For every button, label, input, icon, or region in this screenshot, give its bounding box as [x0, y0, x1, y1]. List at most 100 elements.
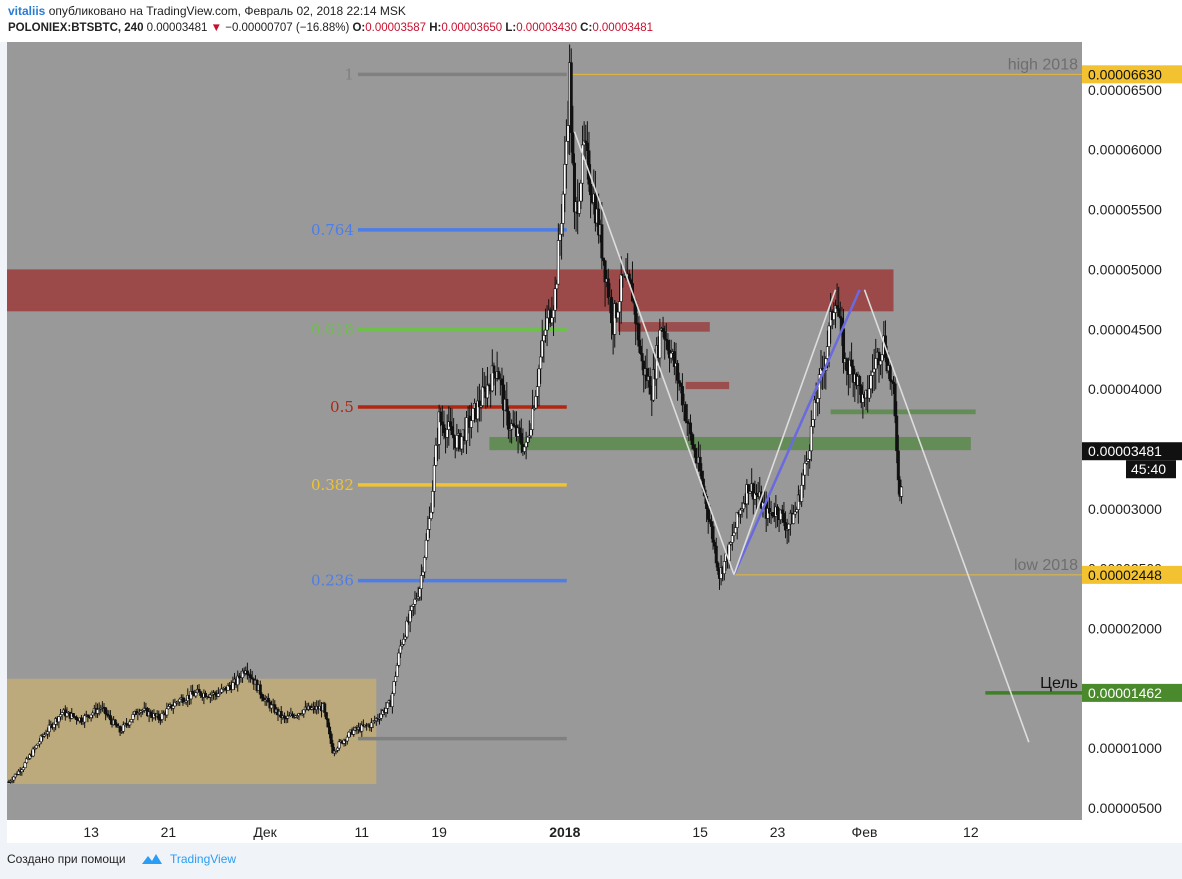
candle-body — [738, 509, 742, 515]
candle-body — [637, 323, 641, 347]
candle-body — [808, 450, 812, 460]
price-tick-label: 0.00003000 — [1088, 501, 1162, 517]
candle-body — [589, 183, 593, 196]
candle-body — [128, 721, 132, 726]
candle-body — [345, 736, 349, 742]
candle-body — [397, 652, 401, 666]
candle-body — [600, 224, 604, 259]
candle-body — [716, 562, 720, 571]
candle-body — [693, 448, 697, 458]
symbol-label[interactable]: POLONIEX:BTSBTC, 240 — [8, 22, 144, 34]
candle-body — [811, 419, 815, 427]
candles — [7, 44, 904, 784]
candle-body — [52, 723, 56, 728]
trend-line[interactable] — [863, 289, 1030, 743]
current-price-label: 0.00003481 — [1088, 443, 1162, 459]
candle-body — [639, 345, 643, 354]
fib-level-label: 0.5 — [330, 398, 354, 416]
candle-body — [688, 422, 692, 435]
candle-body — [524, 441, 528, 448]
candle-body — [648, 376, 652, 395]
time-tick-label: 15 — [692, 824, 708, 840]
price-tag-label: 0.00006630 — [1088, 66, 1162, 82]
candle-body — [800, 484, 804, 502]
candle-body — [676, 363, 680, 381]
candle-body — [601, 257, 605, 262]
candle-body — [423, 557, 427, 573]
candle-body — [194, 692, 198, 697]
author-link[interactable]: vitaliis — [8, 4, 46, 18]
candle-body — [402, 638, 406, 645]
time-tick-label: 12 — [963, 824, 979, 840]
price-tag — [1082, 683, 1182, 702]
price-tick-label: 0.00006500 — [1088, 82, 1162, 98]
candle-body — [706, 508, 710, 520]
candle-body — [250, 677, 254, 680]
candle-body — [157, 713, 161, 720]
horizontal-level-label: low 2018 — [1014, 557, 1078, 574]
time-tick-label: Фев — [852, 824, 878, 840]
candle-body — [386, 702, 390, 709]
candle-body — [874, 358, 878, 370]
candle-body — [258, 684, 262, 695]
price-chart[interactable]: 1 0.764 0.618 0.5 0.382 0.236 high 2018 low 201… — [0, 0, 1182, 843]
candle-body — [166, 706, 170, 710]
candle-body — [542, 335, 546, 342]
trend-line[interactable] — [733, 289, 837, 575]
candle-body — [735, 512, 739, 528]
support-zone — [489, 436, 971, 451]
tradingview-link[interactable]: TradingView — [170, 852, 237, 866]
horizontal-level-label: high 2018 — [1008, 56, 1078, 73]
resistance-zone — [685, 381, 730, 390]
candle-body — [531, 408, 535, 430]
candle-body — [880, 354, 884, 362]
candle-body — [485, 384, 489, 399]
candle-body — [481, 386, 485, 406]
trend-line[interactable] — [573, 131, 735, 575]
candle-body — [442, 424, 446, 434]
high-value: 0.00003650 — [441, 22, 503, 34]
candle-body — [784, 522, 788, 531]
candle-body — [260, 693, 264, 699]
candle-body — [581, 144, 585, 184]
candle-body — [46, 731, 50, 735]
candle-body — [552, 309, 556, 318]
candle-body — [129, 719, 133, 723]
candle-body — [199, 691, 203, 696]
tradingview-cloud-icon[interactable] — [140, 852, 164, 866]
candle-body — [450, 426, 454, 436]
candle-body — [392, 681, 396, 694]
candle-body — [869, 375, 873, 390]
candle-body — [204, 692, 208, 698]
candle-body — [57, 716, 61, 723]
trend-line[interactable] — [732, 289, 861, 576]
horizontal-level-label: Цель — [1040, 675, 1078, 692]
candle-body — [410, 606, 414, 611]
candle-body — [38, 741, 42, 745]
price-tick-label: 0.00004000 — [1088, 381, 1162, 397]
price-tag — [1082, 565, 1182, 584]
candle-body — [431, 491, 435, 513]
ohlc-line: POLONIEX:BTSBTC, 240 0.00003481 ▼ −0.000… — [8, 22, 653, 34]
candle-body — [558, 233, 562, 241]
candle-body — [714, 545, 718, 564]
candle-body — [455, 435, 459, 449]
candle-body — [398, 645, 402, 654]
close-label: C: — [580, 22, 593, 34]
fib-level-label: 0.382 — [311, 476, 354, 494]
fib-level-label: 0.236 — [311, 572, 354, 590]
price-tick-label: 0.00005500 — [1088, 202, 1162, 218]
candle-body — [561, 193, 565, 224]
candle-body — [390, 693, 394, 707]
candle-body — [323, 703, 327, 713]
candle-body — [666, 340, 670, 351]
candle-body — [801, 474, 805, 486]
candle-body — [83, 715, 87, 723]
candle-body — [734, 527, 738, 534]
candle-body — [771, 512, 775, 517]
candle-body — [104, 707, 108, 715]
candle-body — [722, 561, 726, 574]
candle-body — [563, 164, 567, 195]
candle-body — [775, 506, 779, 516]
candle-body — [384, 708, 388, 713]
